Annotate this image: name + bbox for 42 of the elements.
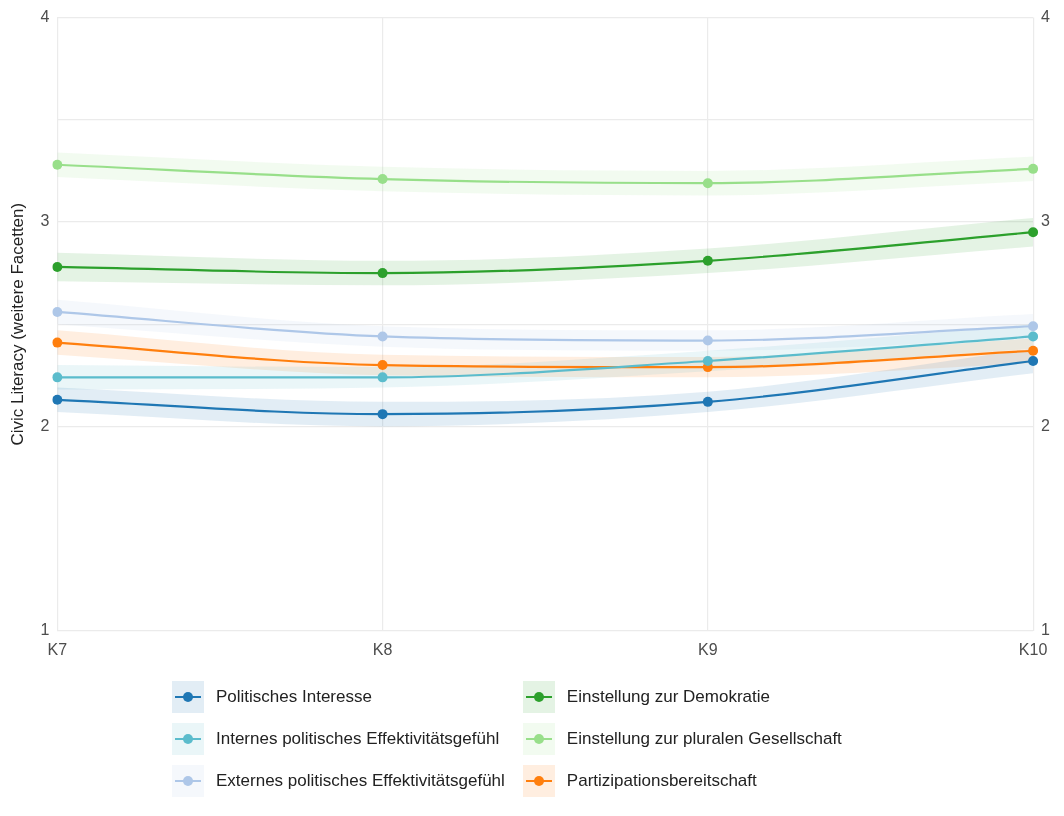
y-tick-label: 1 xyxy=(40,621,50,639)
point xyxy=(1028,321,1039,332)
point xyxy=(702,335,713,346)
x-tick-label: K8 xyxy=(372,640,393,658)
point xyxy=(1028,227,1039,238)
y-tick-label: 3 xyxy=(40,212,50,230)
point xyxy=(52,372,63,383)
point xyxy=(1028,331,1039,342)
point xyxy=(702,255,713,266)
point xyxy=(52,337,63,348)
y2-tick-label: 4 xyxy=(1041,8,1051,26)
y2-tick-label: 3 xyxy=(1041,212,1051,230)
point xyxy=(52,394,63,405)
point xyxy=(52,261,63,272)
point xyxy=(377,331,388,342)
point xyxy=(1028,163,1039,174)
legend-label: Externes politisches Effektivitätsgefühl xyxy=(216,771,505,791)
legend-label: Internes politisches Effektivitätsgefühl xyxy=(216,729,500,749)
point xyxy=(52,306,63,317)
legend-label: Partizipationsbereitschaft xyxy=(566,771,757,791)
point xyxy=(377,360,388,371)
point xyxy=(1028,355,1039,366)
x-tick-label: K7 xyxy=(47,640,68,658)
y2-tick-label: 2 xyxy=(1041,416,1051,434)
y-tick-label: 2 xyxy=(40,416,50,434)
point xyxy=(377,372,388,383)
legend-label: Einstellung zur Demokratie xyxy=(566,687,770,707)
y-axis-title: Civic Literacy (weitere Facetten) xyxy=(7,202,27,446)
y2-tick-label: 1 xyxy=(1041,621,1051,639)
point xyxy=(377,174,388,185)
point xyxy=(377,409,388,420)
x-tick-label: K9 xyxy=(698,640,718,658)
point xyxy=(377,268,388,279)
point xyxy=(702,355,713,366)
point xyxy=(702,178,713,189)
y-tick-label: 4 xyxy=(40,8,50,26)
point xyxy=(52,159,63,170)
point xyxy=(702,396,713,407)
legend-label: Politisches Interesse xyxy=(216,687,372,707)
point xyxy=(1028,345,1039,356)
x-tick-label: K10 xyxy=(1018,640,1048,658)
legend-label: Einstellung zur pluralen Gesellschaft xyxy=(566,729,842,749)
